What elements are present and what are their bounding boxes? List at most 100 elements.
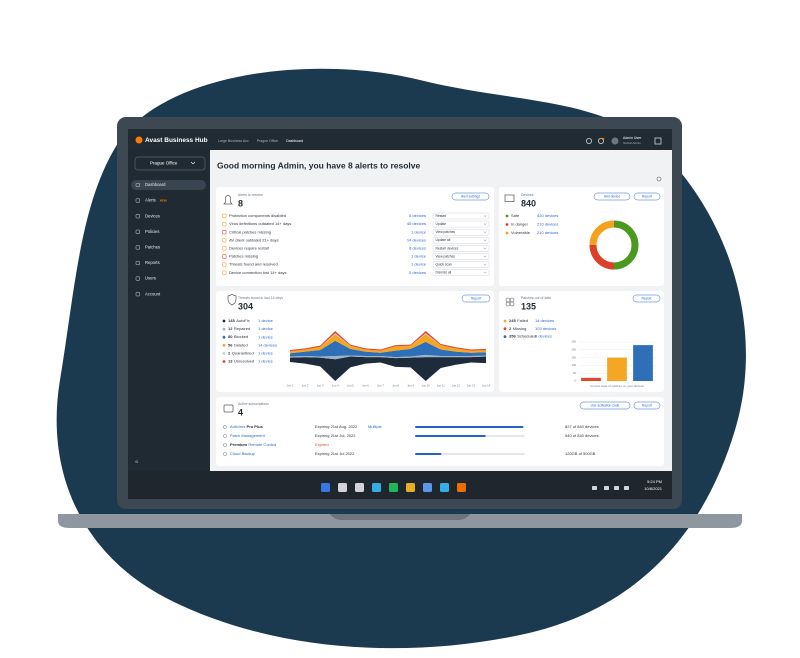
action-dropdown[interactable] (432, 228, 490, 236)
button[interactable] (593, 192, 631, 201)
alert-icon (222, 262, 227, 267)
bar (607, 357, 627, 381)
shield-icon (227, 294, 237, 306)
button[interactable] (579, 401, 631, 410)
alert-devices[interactable]: 45 devices (407, 221, 426, 226)
action-dropdown[interactable] (432, 261, 490, 268)
legend-devices[interactable]: 210 devices (537, 230, 558, 235)
usage-bar (415, 453, 442, 455)
taskbar-app[interactable] (440, 483, 449, 492)
alert-devices[interactable]: 1 device (411, 262, 427, 267)
nav-icon (135, 182, 140, 188)
button[interactable] (451, 192, 490, 201)
site-dropdown[interactable] (134, 156, 206, 171)
action-dropdown[interactable] (432, 220, 490, 228)
notification-icon[interactable] (598, 137, 605, 144)
legend-dot (222, 335, 226, 339)
alert-devices[interactable]: 5 devices (409, 270, 426, 275)
legend-name: Missing (513, 326, 527, 331)
nav-item[interactable]: Patches (145, 245, 160, 250)
card-count: 4 (238, 407, 243, 417)
x-tick-label: Jun 6 (362, 384, 369, 388)
apps-icon[interactable] (654, 137, 662, 145)
legend-devices[interactable]: 14 devices (535, 318, 554, 323)
subscription-name: Cloud Backup (230, 451, 256, 456)
avatar[interactable] (611, 137, 619, 145)
taskbar-app[interactable] (457, 483, 466, 492)
legend-devices[interactable]: 420 devices (537, 213, 558, 218)
alert-devices[interactable]: 1 device (411, 229, 427, 234)
legend-count: 2 (228, 350, 231, 355)
nav-item[interactable]: Account (145, 291, 161, 296)
action-dropdown[interactable] (432, 212, 490, 220)
taskbar-app[interactable] (355, 483, 364, 492)
stream-area (290, 334, 486, 354)
legend-devices[interactable]: 1 device (258, 350, 274, 355)
subscription-extra[interactable]: Multiple (368, 424, 383, 429)
collapse-icon[interactable]: « (135, 460, 139, 466)
breadcrumb[interactable]: Large Business Acc (218, 139, 249, 143)
alert-devices[interactable]: 8 devices (409, 213, 426, 218)
legend-devices[interactable]: 1 device (258, 359, 274, 364)
refresh-icon[interactable] (656, 176, 662, 182)
breadcrumb[interactable]: Prague Office (257, 139, 278, 143)
taskbar (128, 471, 672, 499)
nav-item[interactable]: Policies (145, 229, 159, 234)
action-dropdown[interactable] (432, 237, 490, 244)
legend-dot (222, 360, 226, 363)
taskbar-app[interactable] (389, 483, 398, 492)
alert-label: Devices require restart (229, 245, 270, 250)
action-dropdown[interactable] (432, 269, 490, 276)
subscription-icon (223, 404, 234, 413)
nav-item[interactable]: Devices (145, 213, 160, 218)
subscription-name: Patch Management (230, 433, 266, 438)
action-label: Quick scan (436, 262, 452, 266)
subscription-expiry: Expired (315, 442, 329, 447)
name-part: Premium (230, 442, 248, 447)
alert-label: Protection components disabled (229, 213, 286, 218)
name-part: Pro Plus (247, 424, 264, 429)
taskbar-app[interactable] (406, 483, 415, 492)
dropdown-chevron (483, 215, 487, 217)
usage-label: 120GB of 500GB (565, 451, 596, 456)
nav-item[interactable]: Users (145, 276, 156, 281)
alert-devices[interactable]: 1 device (411, 254, 427, 259)
button[interactable] (632, 294, 661, 303)
subscriptions-card (216, 397, 664, 466)
legend-devices[interactable]: 1 device (258, 318, 274, 323)
button[interactable] (633, 401, 661, 410)
legend-devices[interactable]: 1 device (258, 326, 274, 331)
nav-item[interactable]: Alerts (145, 198, 156, 203)
action-label: Restart devices (436, 246, 459, 250)
bar (581, 377, 601, 381)
tray-icon (592, 486, 597, 490)
taskbar-app[interactable] (372, 483, 381, 492)
action-dropdown[interactable] (432, 253, 490, 260)
card-title: Alerts to resolve (238, 193, 263, 197)
action-label: View patches (436, 230, 456, 234)
name-part: Antivirus (230, 424, 245, 429)
legend-devices[interactable]: 8 devices (535, 334, 552, 339)
nav-icon (135, 229, 140, 234)
taskbar-app[interactable] (321, 483, 330, 492)
legend-devices[interactable]: 210 devices (537, 222, 558, 227)
legend-count: 56 (228, 342, 233, 347)
user-role: Global Admin (623, 141, 641, 145)
button-label: Use activation code (591, 404, 620, 408)
nav-icon (135, 214, 140, 219)
alert-devices[interactable]: 8 devices (409, 245, 426, 250)
nav-item[interactable]: Reports (145, 260, 160, 265)
legend-devices[interactable]: 103 devices (535, 326, 556, 331)
alert-devices[interactable]: 14 devices (407, 237, 426, 242)
button[interactable] (461, 294, 491, 303)
taskbar-app[interactable] (423, 483, 432, 492)
dropdown-chevron (483, 223, 487, 225)
nav-item[interactable]: Dashboard (145, 182, 166, 187)
legend-devices[interactable]: 1 device (258, 334, 274, 339)
taskbar-app[interactable] (338, 483, 347, 492)
button[interactable] (633, 192, 661, 201)
legend-devices[interactable]: 14 devices (258, 342, 277, 347)
settings-icon[interactable] (586, 137, 593, 144)
action-dropdown[interactable] (432, 245, 490, 252)
legend-entry: 12 Repaired (228, 326, 250, 331)
